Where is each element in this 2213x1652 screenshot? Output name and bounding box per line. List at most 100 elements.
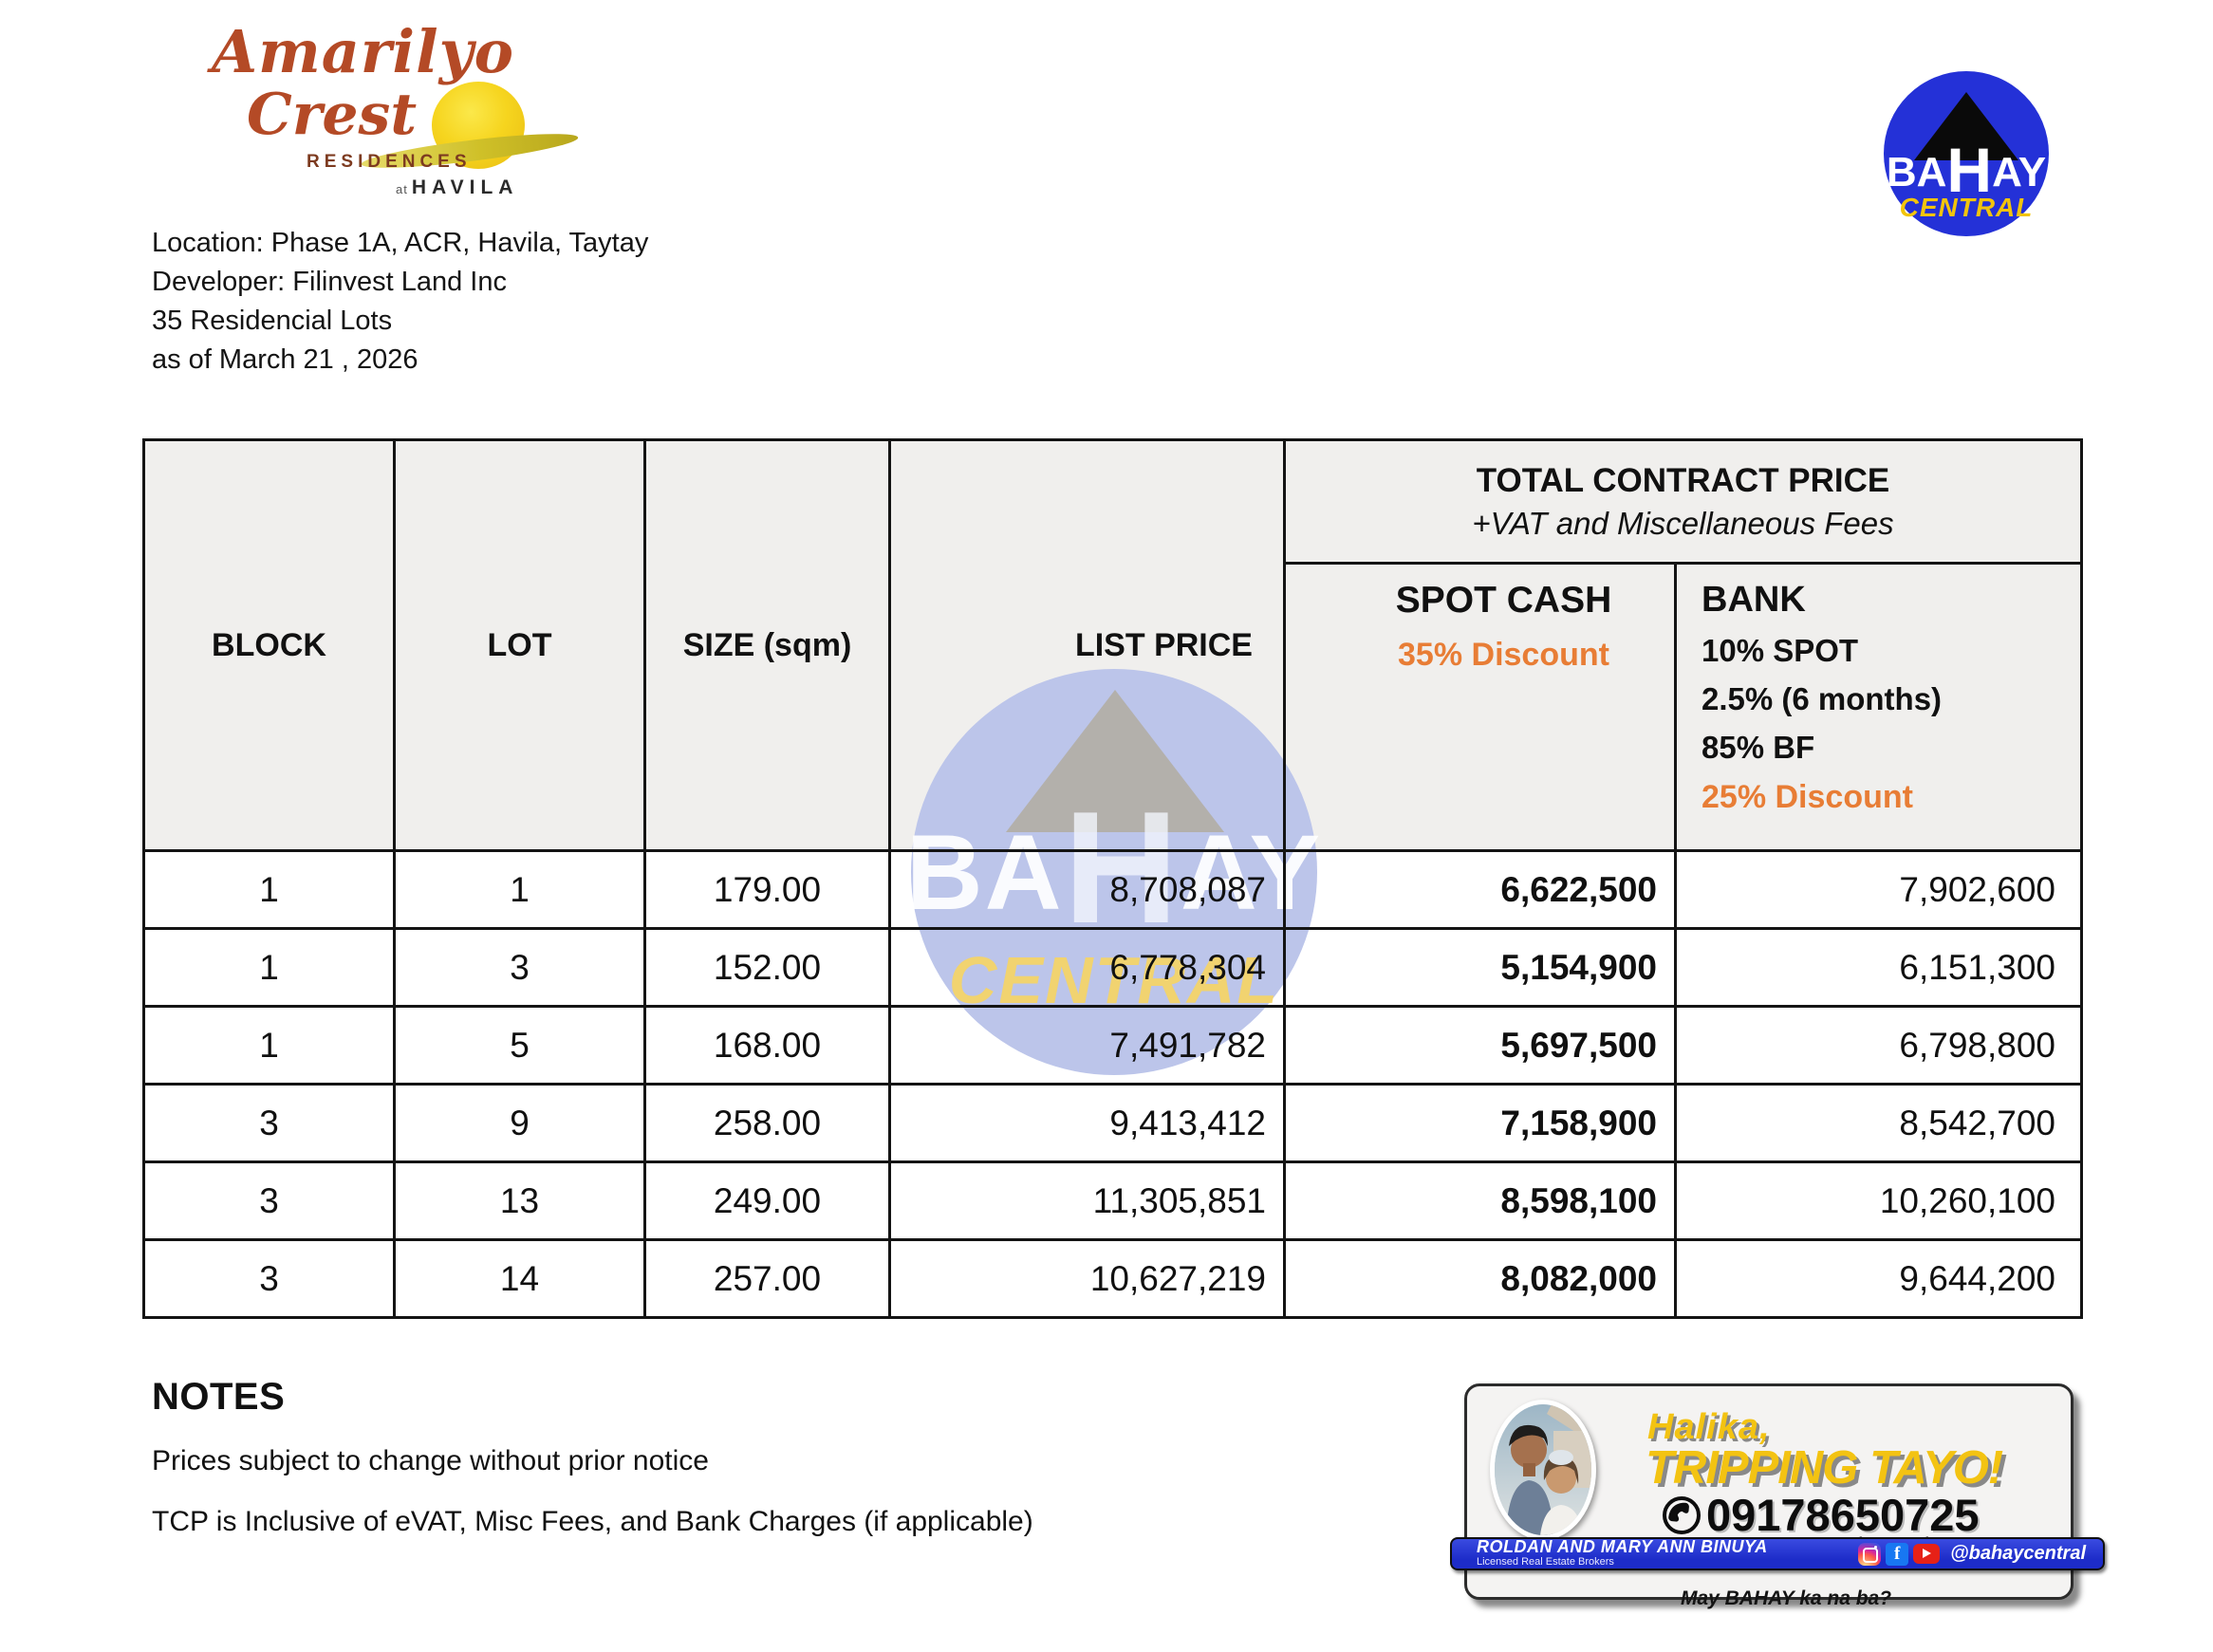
bank-discount: 25% Discount <box>1702 779 1913 815</box>
table-row: 1 1 179.00 8,708,087 6,622,500 7,902,600 <box>142 849 2083 930</box>
cell-lot: 5 <box>393 1005 646 1086</box>
banner-tripping-tayo: TRIPPING TAYO! <box>1646 1442 2003 1494</box>
cell-bank: 9,644,200 <box>1674 1238 2083 1319</box>
price-table-head: BLOCK LOT SIZE (sqm) LIST PRICE TOTAL CO… <box>142 438 2083 852</box>
logo-word-crest: Crest <box>247 82 418 148</box>
cell-size: 258.00 <box>643 1083 891 1163</box>
banner-tagline: May BAHAY ka na ba? <box>1680 1587 1892 1609</box>
bank-term-bf: 85% BF <box>1702 730 1815 765</box>
logo-ba: BA <box>1886 149 1947 195</box>
bahay-central-logo: BAHAY CENTRAL <box>1884 71 2049 236</box>
agents-name: ROLDAN AND MARY ANN BINUYA <box>1477 1536 1768 1556</box>
project-info: Location: Phase 1A, ACR, Havila, Taytay … <box>152 224 648 380</box>
cell-spot-cash: 7,158,900 <box>1283 1083 1677 1163</box>
social-handle: @bahaycentral <box>1950 1543 2086 1564</box>
tcp-subtitle: +VAT and Miscellaneous Fees <box>1472 505 1894 541</box>
cell-bank: 7,902,600 <box>1674 849 2083 930</box>
notes-section: NOTES Prices subject to change without p… <box>152 1376 1033 1538</box>
agents-block: ROLDAN AND MARY ANN BINUYA Licensed Real… <box>1477 1536 1768 1568</box>
cell-list-price: 6,778,304 <box>888 927 1286 1008</box>
logo-word-havila-text: HAVILA <box>411 176 519 198</box>
cell-list-price: 9,413,412 <box>888 1083 1286 1163</box>
cell-lot: 9 <box>393 1083 646 1163</box>
info-lot-count: 35 Residencial Lots <box>152 306 393 336</box>
cell-lot: 1 <box>393 849 646 930</box>
cell-spot-cash: 5,154,900 <box>1283 927 1677 1008</box>
logo-h: H <box>1946 135 1993 205</box>
bank-title: BANK <box>1702 580 1806 620</box>
info-as-of-date: as of March 21 , 2026 <box>152 344 418 375</box>
logo-word-at: at <box>396 182 408 196</box>
table-row: 1 3 152.00 6,778,304 5,154,900 6,151,300 <box>142 927 2083 1008</box>
price-table: BLOCK LOT SIZE (sqm) LIST PRICE TOTAL CO… <box>142 438 2083 1319</box>
notes-title: NOTES <box>152 1376 286 1418</box>
social-icons: f @bahaycentral <box>1858 1542 2086 1566</box>
logo-word-residences: RESIDENCES <box>307 152 472 172</box>
header-block: BLOCK <box>142 438 396 852</box>
tcp-title: TOTAL CONTRACT PRICE <box>1476 461 1890 499</box>
cell-size: 179.00 <box>643 849 891 930</box>
logo-word-central: CENTRAL <box>1899 193 2034 222</box>
header-bank: BANK 10% SPOT 2.5% (6 months) 85% BF 25%… <box>1674 562 2083 852</box>
logo-word-bahay: BAHAY <box>1884 139 2049 201</box>
cell-block: 3 <box>142 1238 396 1319</box>
header-lot: LOT <box>393 438 646 852</box>
cell-size: 168.00 <box>643 1005 891 1086</box>
instagram-icon <box>1858 1542 1882 1566</box>
header-size: SIZE (sqm) <box>643 438 891 852</box>
cell-spot-cash: 8,082,000 <box>1283 1238 1677 1319</box>
cell-bank: 10,260,100 <box>1674 1160 2083 1241</box>
cell-bank: 6,798,800 <box>1674 1005 2083 1086</box>
agents-subtitle: Licensed Real Estate Brokers <box>1477 1555 1614 1568</box>
cell-bank: 8,542,700 <box>1674 1083 2083 1163</box>
info-developer: Developer: Filinvest Land Inc <box>152 267 507 297</box>
couple-photo-illustration <box>1495 1404 1591 1535</box>
youtube-icon <box>1913 1544 1941 1564</box>
cell-spot-cash: 8,598,100 <box>1283 1160 1677 1241</box>
cell-size: 249.00 <box>643 1160 891 1241</box>
header-spot-cash: SPOT CASH 35% Discount <box>1283 562 1677 852</box>
spot-cash-discount: 35% Discount <box>1398 637 1609 673</box>
amarilyo-crest-logo: Amarilyo Crest RESIDENCES at HAVILA <box>195 8 580 212</box>
cell-lot: 3 <box>393 927 646 1008</box>
cell-spot-cash: 5,697,500 <box>1283 1005 1677 1086</box>
cell-size: 257.00 <box>643 1238 891 1319</box>
table-row: 1 5 168.00 7,491,782 5,697,500 6,798,800 <box>142 1005 2083 1086</box>
cell-block: 3 <box>142 1160 396 1241</box>
table-row: 3 13 249.00 11,305,851 8,598,100 10,260,… <box>142 1160 2083 1241</box>
cell-lot: 13 <box>393 1160 646 1241</box>
table-row: 3 14 257.00 10,627,219 8,082,000 9,644,2… <box>142 1238 2083 1319</box>
cell-block: 1 <box>142 849 396 930</box>
bank-term-spot: 10% SPOT <box>1702 633 1859 668</box>
cell-list-price: 10,627,219 <box>888 1238 1286 1319</box>
price-table-body: 1 1 179.00 8,708,087 6,622,500 7,902,600… <box>142 849 2083 1319</box>
banner-halika: Halika, <box>1647 1407 1771 1447</box>
phone-row: 09178650725 <box>1661 1489 1980 1541</box>
notes-line-tcp: TCP is Inclusive of eVAT, Misc Fees, and… <box>152 1506 1033 1537</box>
cell-list-price: 8,708,087 <box>888 849 1286 930</box>
cell-block: 3 <box>142 1083 396 1163</box>
table-row: 3 9 258.00 9,413,412 7,158,900 8,542,700 <box>142 1083 2083 1163</box>
cell-block: 1 <box>142 1005 396 1086</box>
price-table-section: BAHAY CENTRAL BLOCK LOT SIZE (sqm) LIST … <box>142 438 2083 1319</box>
cell-block: 1 <box>142 927 396 1008</box>
logo-word-havila: at HAVILA <box>396 176 518 199</box>
cell-list-price: 11,305,851 <box>888 1160 1286 1241</box>
cell-lot: 14 <box>393 1238 646 1319</box>
cell-size: 152.00 <box>643 927 891 1008</box>
logo-ay: AY <box>1992 149 2047 195</box>
info-location: Location: Phase 1A, ACR, Havila, Taytay <box>152 228 649 258</box>
brokers-photo <box>1490 1400 1596 1540</box>
agents-bar: ROLDAN AND MARY ANN BINUYA Licensed Real… <box>1450 1537 2105 1570</box>
house-roof-icon <box>1914 92 2018 160</box>
header-list-price: LIST PRICE <box>888 438 1286 852</box>
cell-spot-cash: 6,622,500 <box>1283 849 1677 930</box>
cell-bank: 6,151,300 <box>1674 927 2083 1008</box>
notes-line-prices: Prices subject to change without prior n… <box>152 1445 709 1476</box>
logo-word-amarilyo: Amarilyo <box>212 17 515 86</box>
header-total-contract-price: TOTAL CONTRACT PRICE +VAT and Miscellane… <box>1283 438 2083 565</box>
spot-cash-title: SPOT CASH <box>1395 580 1612 621</box>
broker-banner: Halika, TRIPPING TAYO! 09178650725 MOBIL… <box>1450 1378 2105 1624</box>
phone-number: 09178650725 <box>1706 1490 1980 1540</box>
